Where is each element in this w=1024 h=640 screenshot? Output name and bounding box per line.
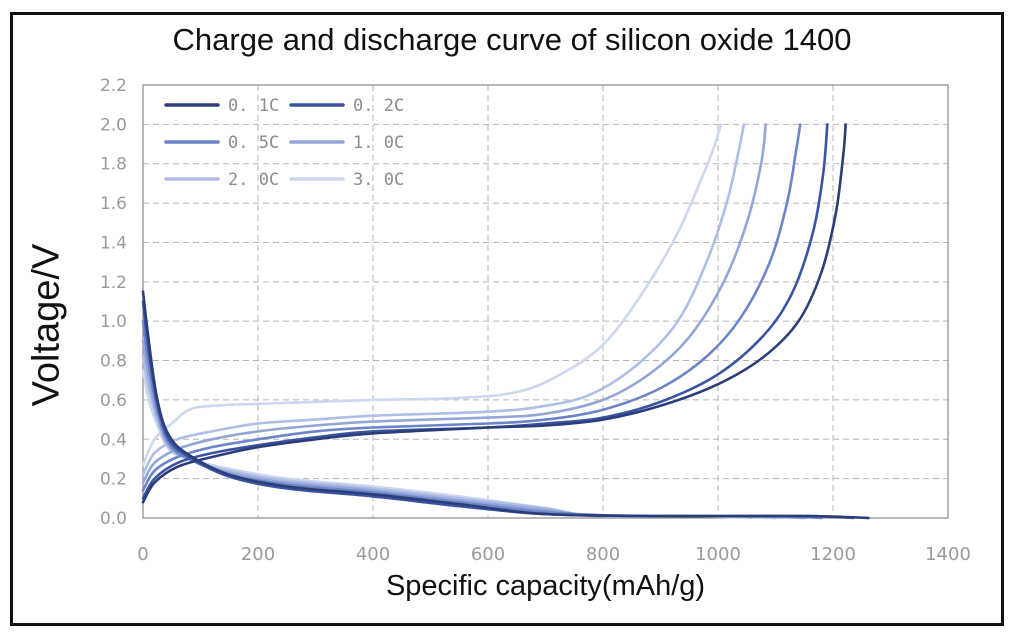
y-tick-labels: 0.0 0.2 0.4 0.6 0.8 1.0 1.2 1.4 1.6 1.8 2.0 2.2 [100,76,127,529]
y-tick-label: 0.4 [100,430,127,450]
x-tick-labels: 0 200 400 600 800 1000 1200 1400 [137,544,971,565]
charge-curve-20C [141,123,746,476]
legend-label: 0. 2C [353,96,404,116]
data-series [141,123,870,520]
legend-label: 0. 5C [228,133,279,153]
x-tick-label: 0 [137,544,148,565]
y-tick-label: 1.2 [100,273,127,293]
y-tick-label: 0.6 [100,391,127,411]
x-axis-label: Specific capacity(mAh/g) [385,570,706,602]
charge-curve-02C [141,123,829,500]
legend-label: 2. 0C [228,170,279,190]
chart-frame [10,12,1004,626]
x-tick-label: 1000 [695,544,741,565]
y-tick-label: 2.0 [100,115,127,135]
x-tick-label: 200 [241,544,275,565]
y-tick-label: 2.2 [100,76,127,96]
legend-label: 0. 1C [228,96,279,116]
y-tick-label: 1.6 [100,194,127,214]
y-tick-label: 0.8 [100,352,127,372]
x-tick-label: 400 [356,544,390,565]
x-tick-label: 800 [586,544,620,565]
charge-curve-30C [141,123,723,467]
legend: 0. 1C 0. 2C 0. 5C 1. 0C 2. 0C 3. 0C [164,96,404,190]
x-tick-label: 1200 [810,544,856,565]
legend-label: 1. 0C [353,133,404,153]
charge-curve-01C [141,123,847,504]
chart-title: Charge and discharge curve of silicon ox… [172,22,852,57]
discharge-curve-02C [141,300,855,520]
discharge-curve-20C [141,355,777,520]
y-tick-label: 0.2 [100,470,127,490]
y-tick-label: 1.8 [100,155,127,175]
discharge-curve-05C [141,319,823,520]
x-tick-label: 1400 [925,544,971,565]
y-tick-label: 1.4 [100,233,127,253]
charge-curve-10C [141,123,767,484]
charge-curve-05C [141,123,802,492]
legend-label: 3. 0C [353,170,404,190]
y-tick-label: 1.0 [100,312,127,332]
discharge-curve-01C [141,290,870,520]
y-tick-label: 0.0 [100,509,127,529]
x-tick-label: 600 [471,544,505,565]
